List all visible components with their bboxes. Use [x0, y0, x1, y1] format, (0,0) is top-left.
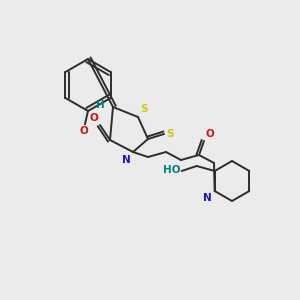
Text: HO: HO [163, 165, 181, 175]
Text: O: O [89, 113, 98, 123]
Text: H: H [96, 100, 105, 110]
Text: N: N [122, 155, 131, 165]
Text: O: O [80, 126, 88, 136]
Text: N: N [203, 193, 212, 203]
Text: S: S [140, 104, 148, 114]
Text: O: O [206, 129, 215, 139]
Text: S: S [166, 129, 173, 139]
